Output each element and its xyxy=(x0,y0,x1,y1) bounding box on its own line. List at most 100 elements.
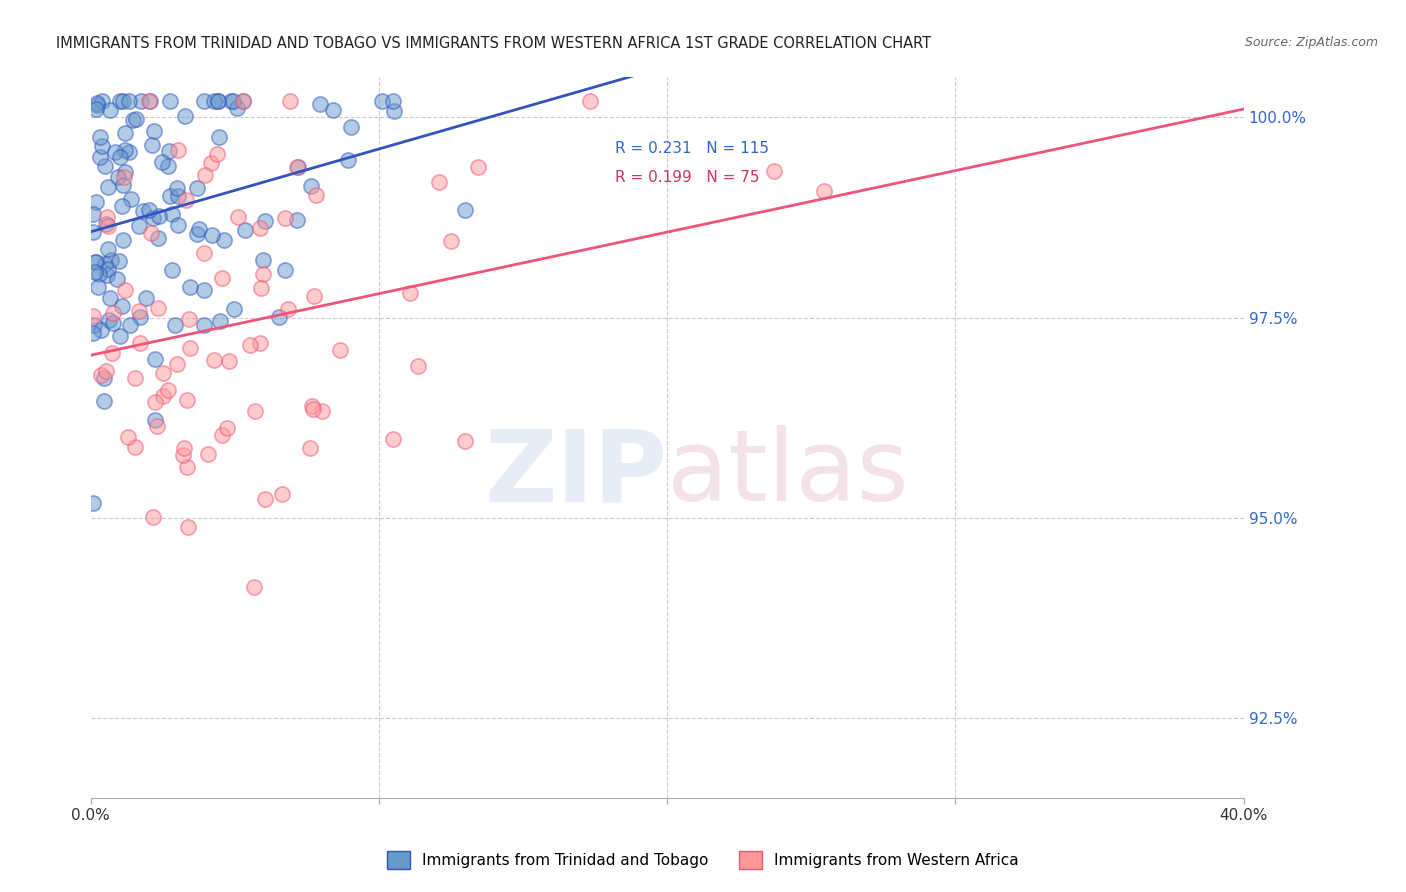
Immigrants from Trinidad and Tobago xyxy=(309,97,332,112)
Immigrants from Trinidad and Tobago xyxy=(162,207,184,221)
Immigrants from Western Africa xyxy=(763,164,786,178)
Immigrants from Western Africa xyxy=(101,306,124,320)
Immigrants from Western Africa xyxy=(145,395,167,409)
Immigrants from Trinidad and Tobago xyxy=(179,280,201,294)
Immigrants from Western Africa xyxy=(197,447,219,461)
Immigrants from Western Africa xyxy=(239,338,262,352)
Immigrants from Western Africa xyxy=(179,341,201,355)
Immigrants from Western Africa xyxy=(302,288,325,302)
Immigrants from Trinidad and Tobago xyxy=(222,302,245,317)
Immigrants from Trinidad and Tobago xyxy=(287,160,309,174)
Immigrants from Trinidad and Tobago xyxy=(143,124,166,138)
Immigrants from Trinidad and Tobago xyxy=(82,326,104,340)
Immigrants from Trinidad and Tobago xyxy=(86,280,108,294)
Immigrants from Western Africa xyxy=(454,434,477,448)
Immigrants from Trinidad and Tobago xyxy=(86,98,108,112)
Immigrants from Western Africa xyxy=(90,368,112,382)
Immigrants from Western Africa xyxy=(194,169,217,183)
Immigrants from Trinidad and Tobago xyxy=(93,370,115,384)
Immigrants from Western Africa xyxy=(124,371,146,385)
Immigrants from Western Africa xyxy=(311,404,333,418)
Immigrants from Trinidad and Tobago xyxy=(141,137,163,152)
Immigrants from Trinidad and Tobago xyxy=(110,328,132,343)
Immigrants from Trinidad and Tobago xyxy=(233,223,256,237)
Immigrants from Trinidad and Tobago xyxy=(219,95,242,109)
Immigrants from Western Africa xyxy=(243,581,266,595)
Immigrants from Western Africa xyxy=(406,359,429,373)
Immigrants from Western Africa xyxy=(301,399,323,413)
Immigrants from Trinidad and Tobago xyxy=(454,202,477,217)
Immigrants from Trinidad and Tobago xyxy=(167,189,190,203)
Immigrants from Trinidad and Tobago xyxy=(186,180,208,194)
Immigrants from Western Africa xyxy=(243,403,266,417)
Immigrants from Trinidad and Tobago xyxy=(98,291,121,305)
Immigrants from Western Africa xyxy=(277,302,299,317)
Immigrants from Trinidad and Tobago xyxy=(90,323,112,337)
Immigrants from Trinidad and Tobago xyxy=(108,254,131,268)
Immigrants from Trinidad and Tobago xyxy=(128,310,150,324)
Immigrants from Trinidad and Tobago xyxy=(381,95,404,109)
Immigrants from Trinidad and Tobago xyxy=(382,103,405,118)
Immigrants from Western Africa xyxy=(101,346,124,360)
Immigrants from Trinidad and Tobago xyxy=(148,230,170,244)
Immigrants from Trinidad and Tobago xyxy=(160,263,183,277)
Immigrants from Western Africa xyxy=(174,193,197,207)
Immigrants from Trinidad and Tobago xyxy=(207,95,229,109)
Immigrants from Western Africa xyxy=(167,144,190,158)
Immigrants from Western Africa xyxy=(114,283,136,297)
Immigrants from Western Africa xyxy=(152,388,174,402)
Immigrants from Western Africa xyxy=(249,336,271,351)
Immigrants from Trinidad and Tobago xyxy=(118,145,141,160)
Immigrants from Trinidad and Tobago xyxy=(159,189,181,203)
Immigrants from Western Africa xyxy=(117,430,139,444)
Immigrants from Western Africa xyxy=(467,160,489,174)
Immigrants from Western Africa xyxy=(274,211,297,226)
Immigrants from Trinidad and Tobago xyxy=(252,253,274,268)
Immigrants from Trinidad and Tobago xyxy=(143,413,166,427)
Immigrants from Trinidad and Tobago xyxy=(96,268,118,282)
Immigrants from Trinidad and Tobago xyxy=(114,164,136,178)
Text: R = 0.199   N = 75: R = 0.199 N = 75 xyxy=(616,170,759,185)
Immigrants from Trinidad and Tobago xyxy=(101,317,124,331)
Immigrants from Trinidad and Tobago xyxy=(143,351,166,366)
Immigrants from Western Africa xyxy=(139,227,162,241)
Immigrants from Western Africa xyxy=(142,510,165,524)
Immigrants from Trinidad and Tobago xyxy=(82,495,104,509)
Immigrants from Trinidad and Tobago xyxy=(150,155,173,169)
Immigrants from Western Africa xyxy=(177,312,200,326)
Immigrants from Trinidad and Tobago xyxy=(84,254,107,268)
Immigrants from Western Africa xyxy=(202,352,225,367)
Legend: Immigrants from Trinidad and Tobago, Immigrants from Western Africa: Immigrants from Trinidad and Tobago, Imm… xyxy=(381,845,1025,875)
Immigrants from Trinidad and Tobago xyxy=(166,181,188,195)
Immigrants from Western Africa xyxy=(253,491,276,506)
Immigrants from Trinidad and Tobago xyxy=(299,179,322,194)
Immigrants from Trinidad and Tobago xyxy=(90,139,112,153)
Text: Source: ZipAtlas.com: Source: ZipAtlas.com xyxy=(1244,36,1378,49)
Immigrants from Western Africa xyxy=(207,146,229,161)
Immigrants from Trinidad and Tobago xyxy=(201,227,224,242)
Immigrants from Trinidad and Tobago xyxy=(340,120,363,134)
Immigrants from Western Africa xyxy=(399,285,422,300)
Immigrants from Western Africa xyxy=(138,95,160,109)
Immigrants from Trinidad and Tobago xyxy=(114,126,136,140)
Immigrants from Trinidad and Tobago xyxy=(111,299,134,313)
Immigrants from Trinidad and Tobago xyxy=(98,103,121,117)
Immigrants from Western Africa xyxy=(440,235,463,249)
Immigrants from Western Africa xyxy=(173,441,195,455)
Immigrants from Western Africa xyxy=(124,440,146,454)
Text: ZIP: ZIP xyxy=(484,425,668,523)
Immigrants from Trinidad and Tobago xyxy=(82,226,104,240)
Immigrants from Trinidad and Tobago xyxy=(83,318,105,332)
Immigrants from Trinidad and Tobago xyxy=(83,255,105,269)
Immigrants from Trinidad and Tobago xyxy=(148,209,170,223)
Immigrants from Trinidad and Tobago xyxy=(122,113,145,128)
Immigrants from Trinidad and Tobago xyxy=(125,112,148,126)
Immigrants from Western Africa xyxy=(97,219,120,233)
Immigrants from Trinidad and Tobago xyxy=(157,159,180,173)
Immigrants from Western Africa xyxy=(252,267,274,281)
Immigrants from Trinidad and Tobago xyxy=(165,318,187,332)
Immigrants from Western Africa xyxy=(82,310,104,324)
Immigrants from Western Africa xyxy=(112,170,135,185)
Immigrants from Western Africa xyxy=(176,460,198,475)
Immigrants from Western Africa xyxy=(578,95,600,109)
